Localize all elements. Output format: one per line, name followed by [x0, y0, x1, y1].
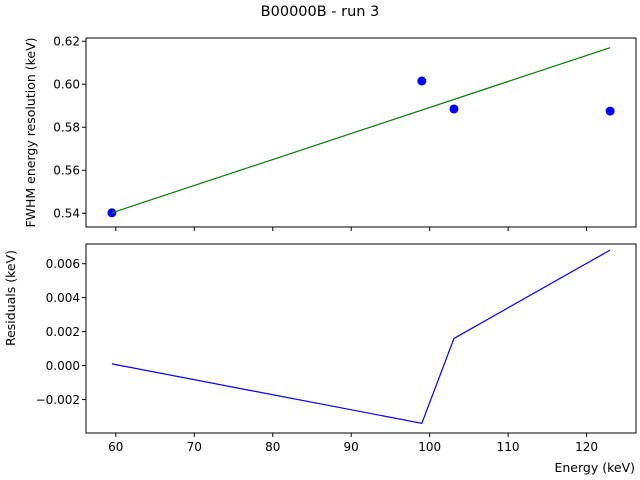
chart-title: B00000B - run 3: [261, 4, 380, 20]
fit-line: [111, 47, 611, 214]
y-tick-label: 0.000: [46, 359, 80, 373]
x-tick-label: 120: [575, 440, 598, 454]
y-tick-label: 0.54: [53, 207, 80, 221]
residuals-line: [111, 249, 611, 425]
y-tick-label: −0.002: [36, 393, 80, 407]
resolution-y-axis-label: FWHM energy resolution (keV): [23, 37, 38, 227]
x-tick-label: 60: [108, 440, 123, 454]
data-point: [417, 76, 427, 86]
x-tick-label: 80: [265, 440, 280, 454]
data-point: [449, 104, 459, 114]
y-tick-label: 0.58: [53, 121, 80, 135]
data-point: [605, 106, 615, 116]
residuals-y-axis-label: Residuals (keV): [3, 250, 18, 346]
y-tick-label: 0.006: [46, 257, 80, 271]
resolution-plot-frame: [85, 37, 637, 228]
residuals-panel: −0.002 0.000 0.002 0.004 0.006 60 70 80 90 100 110…: [3, 243, 637, 454]
resolution-panel: 0.54 0.56 0.58 0.60 0.62 FWHM energy resolut…: [23, 35, 637, 231]
x-tick-label: 70: [187, 440, 202, 454]
y-tick-label: 0.62: [53, 35, 80, 49]
y-tick-label: 0.56: [53, 164, 80, 178]
x-axis-label: Energy (keV): [554, 460, 635, 475]
x-tick-label: 100: [418, 440, 441, 454]
y-tick-label: 0.002: [46, 325, 80, 339]
x-tick-label: 110: [497, 440, 520, 454]
residuals-plot-frame: [85, 243, 637, 434]
y-tick-label: 0.60: [53, 78, 80, 92]
x-tick-label: 90: [344, 440, 359, 454]
y-tick-label: 0.004: [46, 291, 80, 305]
